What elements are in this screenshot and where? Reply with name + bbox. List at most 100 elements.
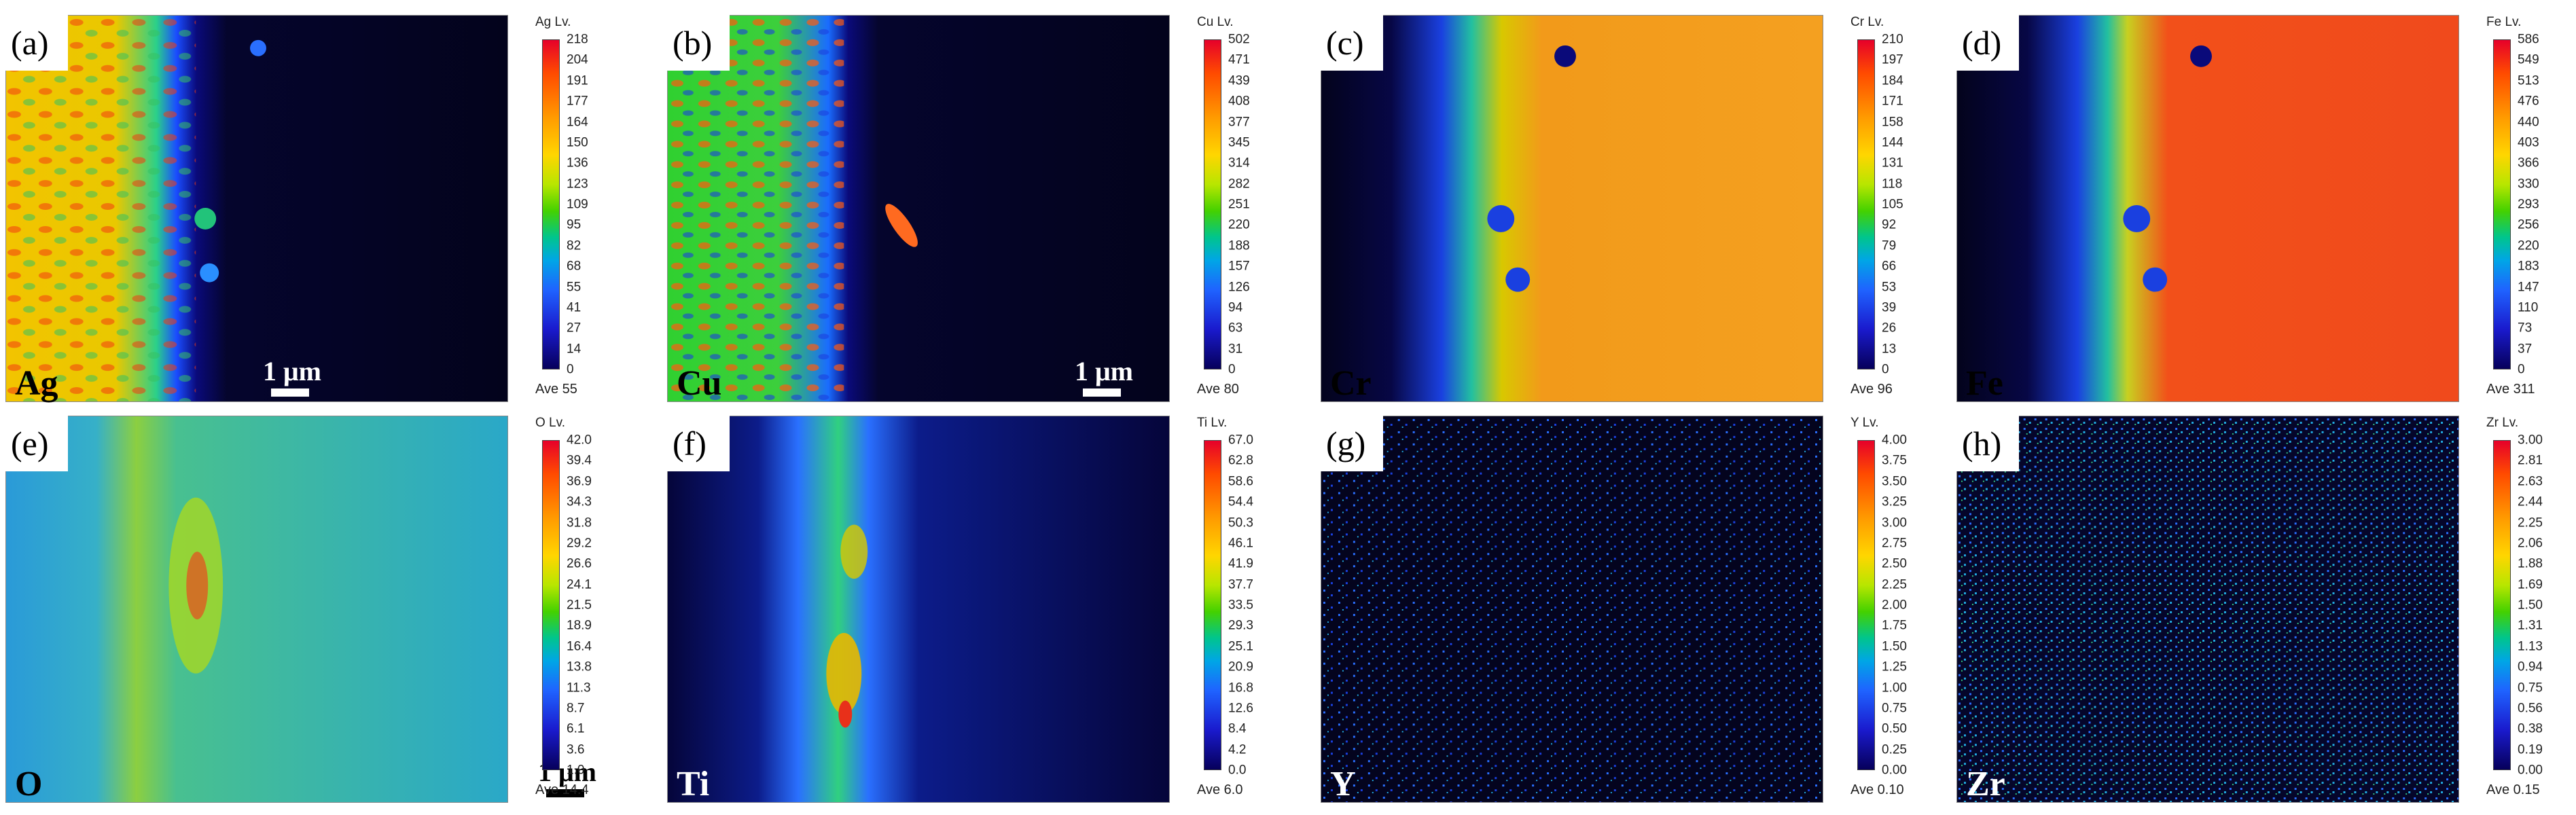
colorbar-tick: 164 (567, 115, 588, 129)
colorbar-tick: 251 (1228, 197, 1250, 212)
colorbar-tick: 16.8 (1228, 681, 1253, 695)
colorbar-tick: 210 (1882, 32, 1903, 47)
panel-label: (e) (5, 416, 68, 471)
colorbar-tick: 177 (567, 94, 588, 109)
colorbar-tick: 16.4 (567, 639, 592, 654)
colorbar-tick: 1.13 (2518, 639, 2543, 654)
panel-a: (a) Ag 1 μm Ag Lv. 218 204 191 177 164 1… (5, 15, 637, 409)
map-image-o (6, 416, 507, 802)
colorbar-tick: 20.9 (1228, 659, 1253, 674)
colorbar-tick: 26.6 (567, 556, 592, 571)
scale-bar (2497, 789, 2535, 797)
scale-bar (1861, 789, 1899, 797)
colorbar-ticks: 210 197 184 171 158 144 131 118 105 92 7… (1882, 33, 1950, 376)
map-image-cu (668, 16, 1169, 401)
colorbar-tick: 158 (1882, 115, 1903, 129)
colorbar-tick: 218 (567, 32, 588, 47)
colorbar-tick: 0 (1882, 362, 1889, 377)
scale-bar (271, 388, 309, 397)
colorbar-tick: 0.75 (2518, 681, 2543, 695)
colorbar (2493, 39, 2511, 369)
map-image-cr (1321, 16, 1823, 401)
average-label: Ave 311 (2486, 382, 2535, 397)
colorbar-tick: 109 (567, 197, 588, 212)
scale-bar-label: 1 μm (1075, 356, 1133, 386)
average-label: Ave 14.4 (535, 782, 589, 797)
panel-f: (f) Ti 1 μm Ti Lv. 67.0 62.8 58.6 54.4 5… (667, 416, 1299, 810)
colorbar-tick: 54.4 (1228, 494, 1253, 509)
scale-bar (1083, 388, 1121, 397)
colorbar-tick: 220 (2518, 238, 2539, 253)
colorbar-tick: 330 (2518, 177, 2539, 192)
element-map-y (1321, 416, 1823, 803)
colorbar-tick: 0.94 (2518, 659, 2543, 674)
element-map-zr (1956, 416, 2459, 803)
colorbar-title: O Lv. (535, 416, 565, 430)
map-image-y (1321, 416, 1823, 802)
element-label: Cr (1330, 364, 1372, 403)
colorbar-tick: 171 (1882, 94, 1903, 109)
colorbar (1857, 440, 1875, 770)
panel-h: (h) Zr 1 μm Zr Lv. 3.00 2.81 2.63 2.44 2… (1956, 416, 2576, 810)
colorbar-tick: 36.9 (567, 474, 592, 489)
colorbar-tick: 2.06 (2518, 536, 2543, 551)
colorbar-tick: 26 (1882, 321, 1897, 336)
average-label: Ave 80 (1197, 382, 1239, 397)
colorbar-tick: 0.56 (2518, 701, 2543, 716)
colorbar-title: Ag Lv. (535, 15, 571, 29)
element-label: Fe (1966, 364, 2003, 403)
colorbar-tick: 2.44 (2518, 494, 2543, 509)
colorbar-tick: 256 (2518, 217, 2539, 232)
colorbar-tick: 55 (567, 280, 582, 294)
colorbar-tick: 183 (2518, 259, 2539, 274)
colorbar-tick: 6.1 (567, 721, 585, 736)
colorbar-ticks: 586 549 513 476 440 403 366 330 293 256 … (2518, 33, 2576, 376)
colorbar-tick: 0.00 (2518, 763, 2543, 778)
colorbar-tick: 2.50 (1882, 556, 1907, 571)
element-map-cr (1321, 15, 1823, 402)
scale-bar (1861, 388, 1899, 397)
colorbar-tick: 0 (567, 362, 574, 377)
colorbar-tick: 282 (1228, 177, 1250, 192)
colorbar-ticks: 67.0 62.8 58.6 54.4 50.3 46.1 41.9 37.7 … (1228, 434, 1296, 777)
element-label: Ti (677, 765, 710, 803)
colorbar-tick: 0.0 (1228, 763, 1247, 778)
colorbar-tick: 1.50 (1882, 639, 1907, 654)
average-label: Ave 96 (1850, 382, 1893, 397)
colorbar-tick: 191 (567, 73, 588, 88)
colorbar-tick: 118 (1882, 177, 1903, 192)
colorbar-tick: 13 (1882, 342, 1897, 357)
colorbar-tick: 502 (1228, 32, 1250, 47)
colorbar-tick: 67.0 (1228, 433, 1253, 448)
panel-b: (b) Cu 1 μm Cu Lv. 502 471 439 408 377 3… (667, 15, 1299, 409)
map-image-fe (1957, 16, 2458, 401)
panel-label: (f) (667, 416, 730, 471)
colorbar-tick: 95 (567, 217, 582, 232)
colorbar (1204, 440, 1221, 770)
element-map-ti (667, 416, 1170, 803)
colorbar-ticks: 3.00 2.81 2.63 2.44 2.25 2.06 1.88 1.69 … (2518, 434, 2576, 777)
colorbar-tick: 0.25 (1882, 742, 1907, 757)
colorbar-ticks: 42.0 39.4 36.9 34.3 31.8 29.2 26.6 24.1 … (567, 434, 634, 777)
colorbar-tick: 586 (2518, 32, 2539, 47)
panel-label: (g) (1321, 416, 1383, 471)
colorbar-tick: 439 (1228, 73, 1250, 88)
colorbar-tick: 2.81 (2518, 453, 2543, 468)
panel-label: (c) (1321, 15, 1383, 71)
panel-label: (h) (1956, 416, 2019, 471)
element-label: Ag (15, 364, 58, 403)
colorbar-tick: 37.7 (1228, 577, 1253, 592)
colorbar-title: Fe Lv. (2486, 15, 2522, 29)
colorbar-tick: 13.8 (567, 659, 592, 674)
colorbar-tick: 58.6 (1228, 474, 1253, 489)
colorbar-tick: 0 (2518, 362, 2525, 377)
colorbar-tick: 123 (567, 177, 588, 192)
colorbar-tick: 0.50 (1882, 721, 1907, 736)
colorbar-tick: 21.5 (567, 598, 592, 613)
colorbar-tick: 39.4 (567, 453, 592, 468)
element-map-cu (667, 15, 1170, 402)
colorbar-tick: 110 (2518, 300, 2539, 315)
colorbar-tick: 0.38 (2518, 721, 2543, 736)
colorbar-tick: 41 (567, 300, 582, 315)
colorbar-tick: 41.9 (1228, 556, 1253, 571)
